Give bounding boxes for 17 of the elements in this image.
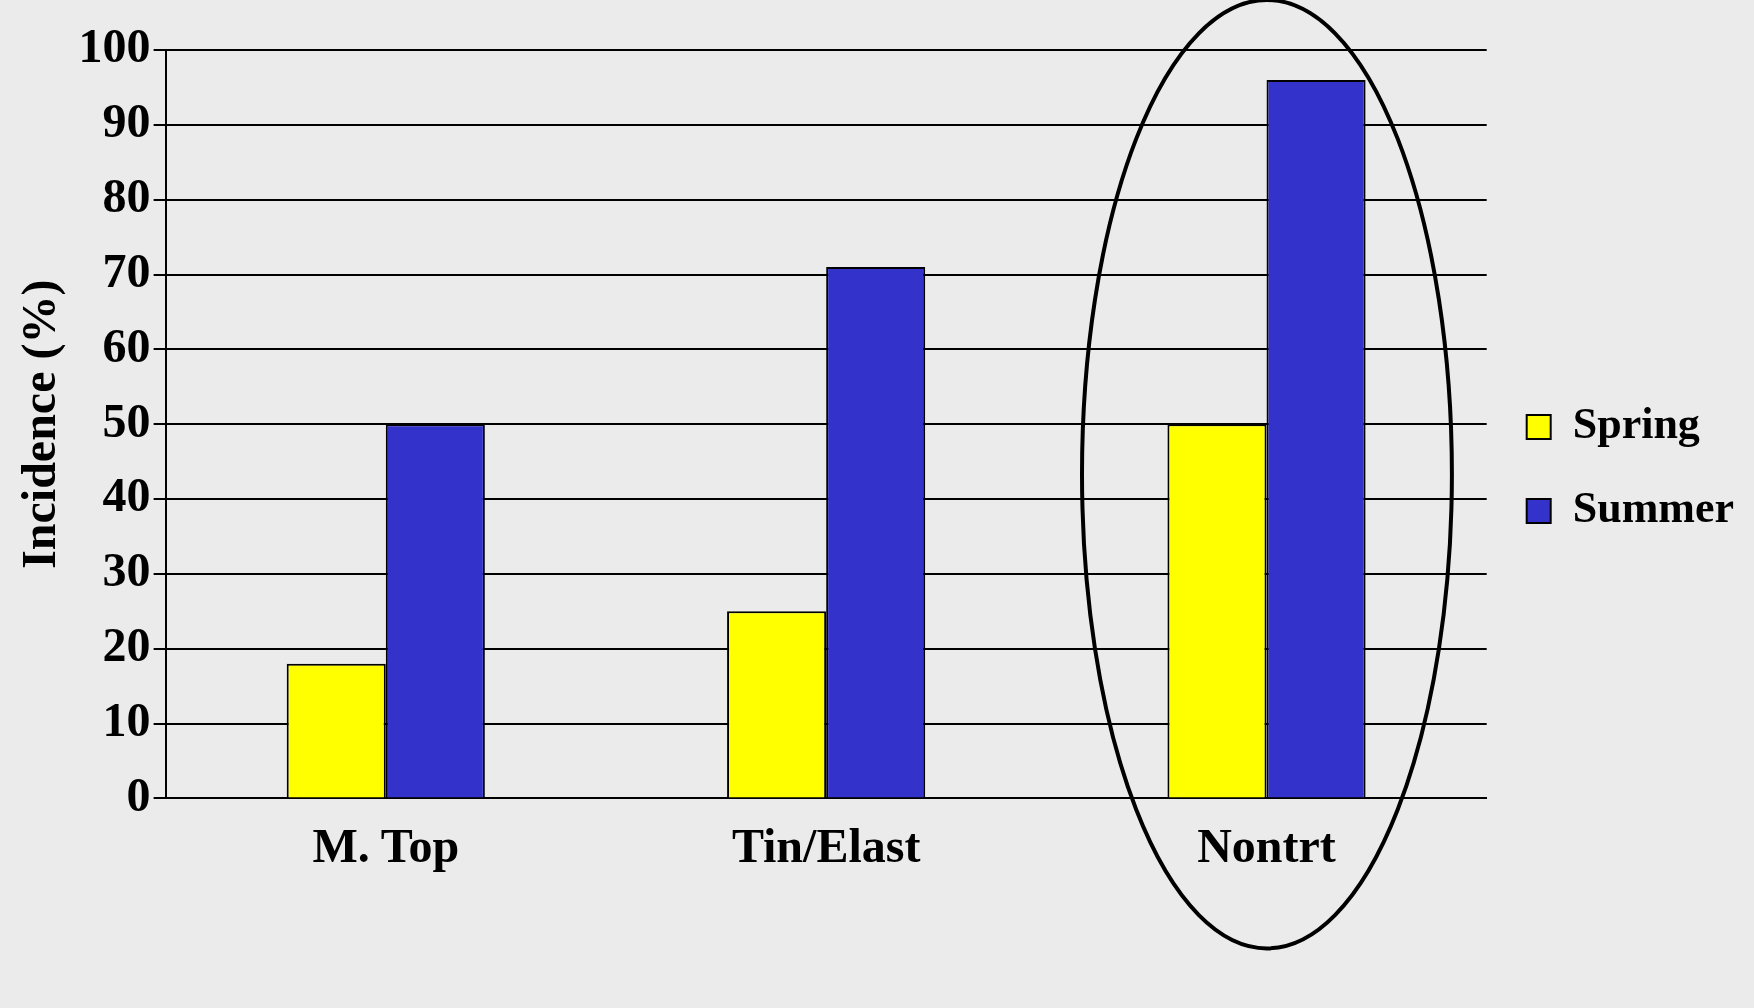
y-tick-label: 70 <box>102 243 151 297</box>
y-tick-label: 90 <box>102 94 151 148</box>
y-tick-label: 40 <box>102 468 151 522</box>
legend-label: Summer <box>1572 483 1735 533</box>
x-tick-label: M. Top <box>312 818 460 872</box>
x-tick-label: Nontrt <box>1197 818 1336 872</box>
y-tick-label: 0 <box>126 767 151 821</box>
y-tick-label: 100 <box>78 19 151 73</box>
y-tick-label: 50 <box>102 393 151 447</box>
y-axis-title: Incidence (%) <box>12 279 67 569</box>
y-tick-label: 10 <box>102 692 151 746</box>
legend-label: Spring <box>1572 399 1700 449</box>
y-tick-label: 30 <box>102 543 151 597</box>
y-tick-label: 60 <box>102 318 151 372</box>
y-tick-label: 20 <box>102 618 151 672</box>
x-tick-label: Tin/Elast <box>731 818 921 872</box>
y-tick-label: 80 <box>102 169 151 223</box>
